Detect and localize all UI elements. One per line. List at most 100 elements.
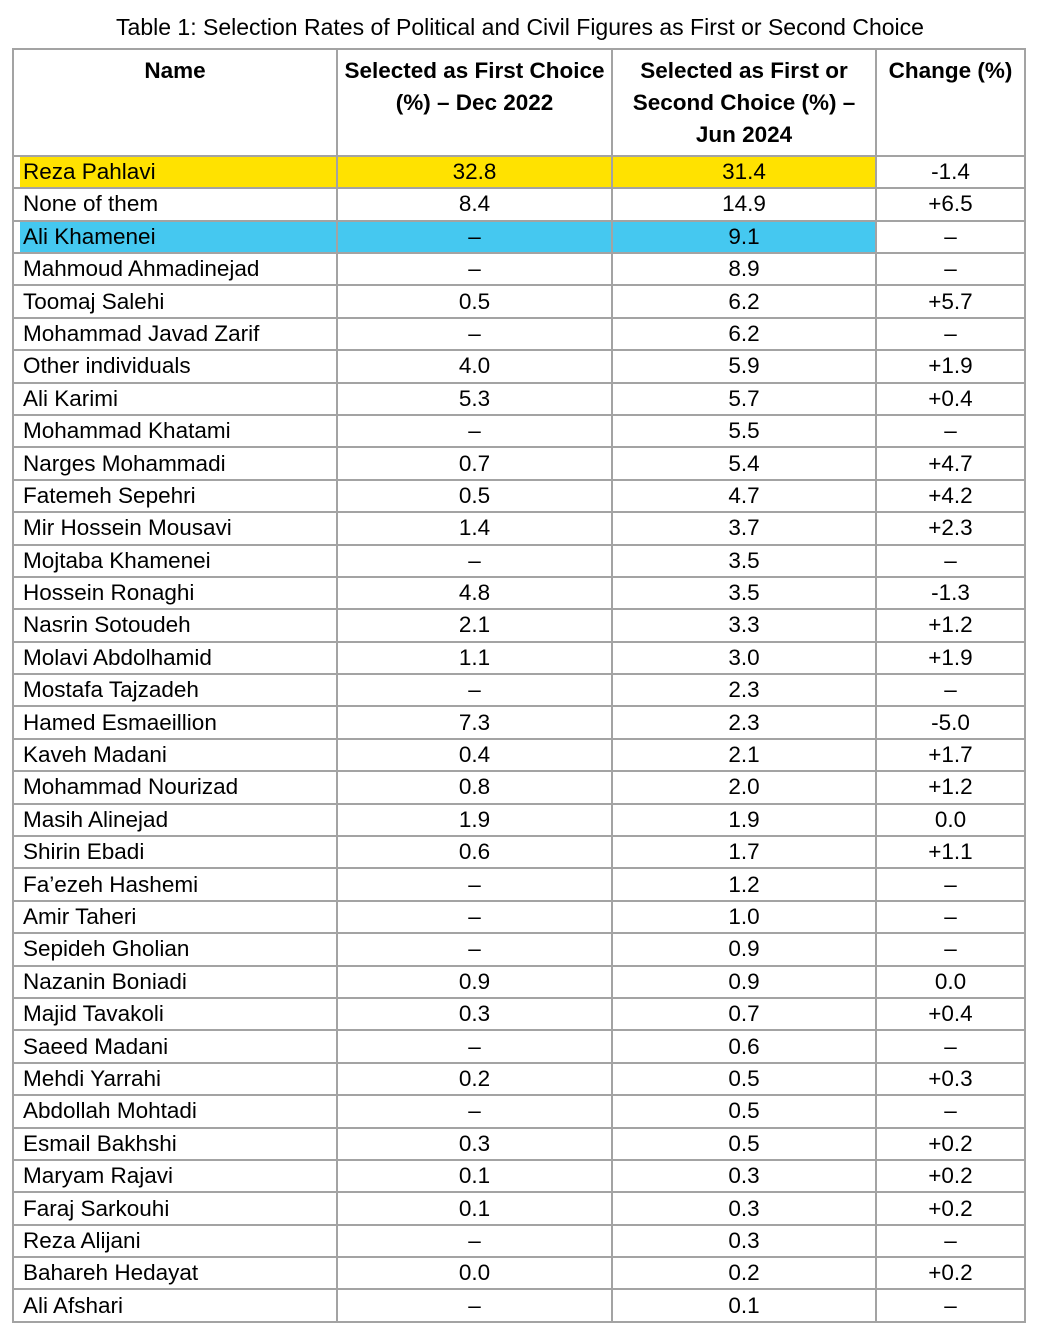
- cell-first-or-second-jun-2024: 0.7: [611, 996, 877, 1032]
- cell-first-or-second-jun-2024: 5.9: [611, 349, 877, 384]
- cell-first-or-second-jun-2024: 3.5: [611, 543, 877, 578]
- table-title: Table 1: Selection Rates of Political an…: [116, 14, 924, 40]
- cell-change: +1.9: [875, 349, 1026, 384]
- cell-first-or-second-jun-2024: 1.2: [611, 867, 877, 902]
- cell-name: Ali Karimi: [12, 381, 338, 416]
- cell-change: +1.1: [875, 835, 1026, 870]
- cell-first-choice-dec-2022: 1.4: [336, 511, 613, 546]
- cell-change: +0.3: [875, 1061, 1026, 1097]
- cell-first-choice-dec-2022: 0.4: [336, 737, 613, 773]
- cell-name: Reza Pahlavi: [12, 154, 338, 190]
- cell-name: Molavi Abdolhamid: [12, 640, 338, 676]
- table-row: Ali Karimi 5.3 5.7 +0.4: [12, 381, 1026, 416]
- table-row: Fatemeh Sepehri 0.5 4.7 +4.2: [12, 478, 1026, 514]
- column-header-first-or-second-jun-2024: Selected as First or Second Choice (%) –…: [611, 48, 877, 157]
- cell-first-choice-dec-2022: 2.1: [336, 608, 613, 643]
- cell-change: +1.2: [875, 770, 1026, 805]
- column-header-first-choice-dec-2022: Selected as First Choice (%) – Dec 2022: [336, 48, 613, 157]
- table-row: Mahmoud Ahmadinejad – 8.9 –: [12, 251, 1026, 287]
- table-row: Amir Taheri – 1.0 –: [12, 899, 1026, 935]
- cell-name: Majid Tavakoli: [12, 996, 338, 1032]
- cell-change: –: [875, 673, 1026, 708]
- cell-change: +1.7: [875, 737, 1026, 773]
- cell-first-or-second-jun-2024: 4.7: [611, 478, 877, 514]
- cell-change: +0.4: [875, 381, 1026, 416]
- cell-first-choice-dec-2022: 32.8: [336, 154, 613, 190]
- cell-first-choice-dec-2022: 4.8: [336, 575, 613, 611]
- cell-change: +5.7: [875, 284, 1026, 319]
- cell-first-choice-dec-2022: –: [336, 932, 613, 967]
- cell-first-or-second-jun-2024: 14.9: [611, 187, 877, 222]
- cell-first-or-second-jun-2024: 0.5: [611, 1094, 877, 1129]
- cell-first-or-second-jun-2024: 2.1: [611, 737, 877, 773]
- cell-first-or-second-jun-2024: 0.3: [611, 1191, 877, 1226]
- cell-change: +2.3: [875, 511, 1026, 546]
- cell-name: Mohammad Nourizad: [12, 770, 338, 805]
- cell-change: –: [875, 1029, 1026, 1064]
- table-row: Shirin Ebadi 0.6 1.7 +1.1: [12, 835, 1026, 870]
- cell-name: Other individuals: [12, 349, 338, 384]
- cell-name: Mostafa Tajzadeh: [12, 673, 338, 708]
- cell-name: Mahmoud Ahmadinejad: [12, 251, 338, 287]
- cell-change: +0.2: [875, 1256, 1026, 1291]
- cell-name: Mir Hossein Mousavi: [12, 511, 338, 546]
- cell-first-choice-dec-2022: –: [336, 413, 613, 449]
- table-row: Ali Afshari – 0.1 –: [12, 1288, 1026, 1323]
- cell-change: +4.7: [875, 446, 1026, 481]
- cell-first-choice-dec-2022: 4.0: [336, 349, 613, 384]
- cell-change: -5.0: [875, 705, 1026, 740]
- cell-first-choice-dec-2022: –: [336, 1094, 613, 1129]
- cell-first-or-second-jun-2024: 0.3: [611, 1223, 877, 1259]
- cell-change: +1.9: [875, 640, 1026, 676]
- cell-change: –: [875, 867, 1026, 902]
- cell-name: Esmail Bakhshi: [12, 1126, 338, 1161]
- cell-name: Amir Taheri: [12, 899, 338, 935]
- table-row: Faraj Sarkouhi 0.1 0.3 +0.2: [12, 1191, 1026, 1226]
- cell-first-choice-dec-2022: –: [336, 673, 613, 708]
- table-header: Name Selected as First Choice (%) – Dec …: [12, 48, 1026, 157]
- cell-first-choice-dec-2022: 0.9: [336, 964, 613, 999]
- cell-change: -1.3: [875, 575, 1026, 611]
- cell-first-or-second-jun-2024: 1.0: [611, 899, 877, 935]
- table-row: Mojtaba Khamenei – 3.5 –: [12, 543, 1026, 578]
- cell-first-or-second-jun-2024: 8.9: [611, 251, 877, 287]
- cell-change: –: [875, 1223, 1026, 1259]
- cell-first-or-second-jun-2024: 3.3: [611, 608, 877, 643]
- cell-first-or-second-jun-2024: 1.9: [611, 802, 877, 838]
- table-row: Abdollah Mohtadi – 0.5 –: [12, 1094, 1026, 1129]
- cell-first-or-second-jun-2024: 6.2: [611, 316, 877, 352]
- cell-name: Masih Alinejad: [12, 802, 338, 838]
- cell-first-or-second-jun-2024: 5.5: [611, 413, 877, 449]
- cell-change: 0.0: [875, 964, 1026, 999]
- cell-first-or-second-jun-2024: 0.6: [611, 1029, 877, 1064]
- cell-name: Abdollah Mohtadi: [12, 1094, 338, 1129]
- header-row: Name Selected as First Choice (%) – Dec …: [12, 48, 1026, 157]
- cell-name: None of them: [12, 187, 338, 222]
- cell-change: –: [875, 543, 1026, 578]
- cell-first-choice-dec-2022: –: [336, 251, 613, 287]
- table-body: Reza Pahlavi 32.8 31.4 -1.4 None of them…: [12, 154, 1026, 1323]
- cell-first-or-second-jun-2024: 0.5: [611, 1126, 877, 1161]
- table-row: Toomaj Salehi 0.5 6.2 +5.7: [12, 284, 1026, 319]
- table-row: Mir Hossein Mousavi 1.4 3.7 +2.3: [12, 511, 1026, 546]
- cell-name: Faraj Sarkouhi: [12, 1191, 338, 1226]
- table-row: Sepideh Gholian – 0.9 –: [12, 932, 1026, 967]
- cell-name: Nasrin Sotoudeh: [12, 608, 338, 643]
- cell-first-choice-dec-2022: 5.3: [336, 381, 613, 416]
- table-row: Masih Alinejad 1.9 1.9 0.0: [12, 802, 1026, 838]
- cell-name: Ali Khamenei: [12, 219, 338, 254]
- table-row: Ali Khamenei – 9.1 –: [12, 219, 1026, 254]
- cell-name: Ali Afshari: [12, 1288, 338, 1323]
- cell-first-choice-dec-2022: –: [336, 219, 613, 254]
- table-row: Hamed Esmaeillion 7.3 2.3 -5.0: [12, 705, 1026, 740]
- cell-first-or-second-jun-2024: 0.3: [611, 1158, 877, 1194]
- cell-change: –: [875, 251, 1026, 287]
- cell-first-or-second-jun-2024: 2.3: [611, 673, 877, 708]
- cell-first-choice-dec-2022: 0.6: [336, 835, 613, 870]
- cell-first-choice-dec-2022: –: [336, 867, 613, 902]
- table-row: Majid Tavakoli 0.3 0.7 +0.4: [12, 996, 1026, 1032]
- cell-change: –: [875, 316, 1026, 352]
- table-row: Bahareh Hedayat 0.0 0.2 +0.2: [12, 1256, 1026, 1291]
- cell-first-choice-dec-2022: –: [336, 899, 613, 935]
